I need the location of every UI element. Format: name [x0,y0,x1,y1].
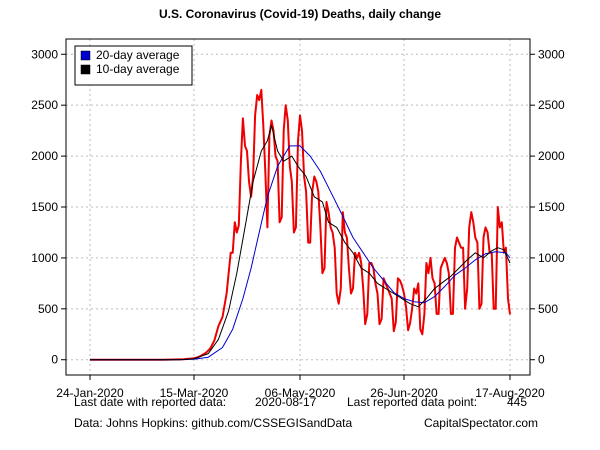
site-credit: CapitalSpectator.com [423,416,538,430]
avg20-line [90,145,511,361]
grid-lines [66,39,530,375]
last-date-label: Last date with reported data: [74,395,227,409]
y-tick-label-right: 1500 [538,200,565,214]
last-date-value: 2020-08-17 [255,395,317,409]
x-tick-label: 06-May-2020 [265,386,336,400]
y-tick-label-right: 1000 [538,251,565,265]
x-tick-label: 26-Jun-2020 [370,386,438,400]
chart-title: U.S. Coronavirus (Covid-19) Deaths, dail… [158,7,442,21]
last-point-value: 445 [506,395,527,409]
x-tick-label: 24-Jan-2020 [56,386,124,400]
y-tick-label-right: 0 [538,353,545,367]
daily-deaths-line [90,88,511,361]
legend-swatch-avg10 [80,64,91,75]
last-point-label: Last reported data point: [347,395,478,409]
avg10-line [90,125,511,361]
chart-axes: 0 0 500 500 1000 1000 1500 1500 2000 2000 2500 2500… [31,38,565,400]
legend-swatch-avg20 [80,50,91,61]
chart-series [90,88,511,361]
y-tick-label-left: 2500 [31,98,58,112]
y-tick-label-right: 2500 [538,98,565,112]
y-tick-label-left: 0 [51,353,58,367]
y-tick-label-left: 500 [38,302,58,316]
x-tick-label: 17-Aug-2020 [475,386,545,400]
legend-label-avg10: 10-day average [96,62,180,76]
y-tick-label-right: 500 [538,302,558,316]
y-tick-label-left: 3000 [31,47,58,61]
x-tick-label: 15-Mar-2020 [160,386,229,400]
y-tick-label-right: 3000 [538,47,565,61]
legend-box [74,45,193,86]
y-tick-label-left: 1000 [31,251,58,265]
legend-label-avg20: 20-day average [96,48,180,62]
y-tick-label-left: 2000 [31,149,58,163]
y-tick-label-right: 2000 [538,149,565,163]
y-tick-label-left: 1500 [31,200,58,214]
data-source: Data: Johns Hopkins: github.com/CSSEGISa… [74,416,353,430]
